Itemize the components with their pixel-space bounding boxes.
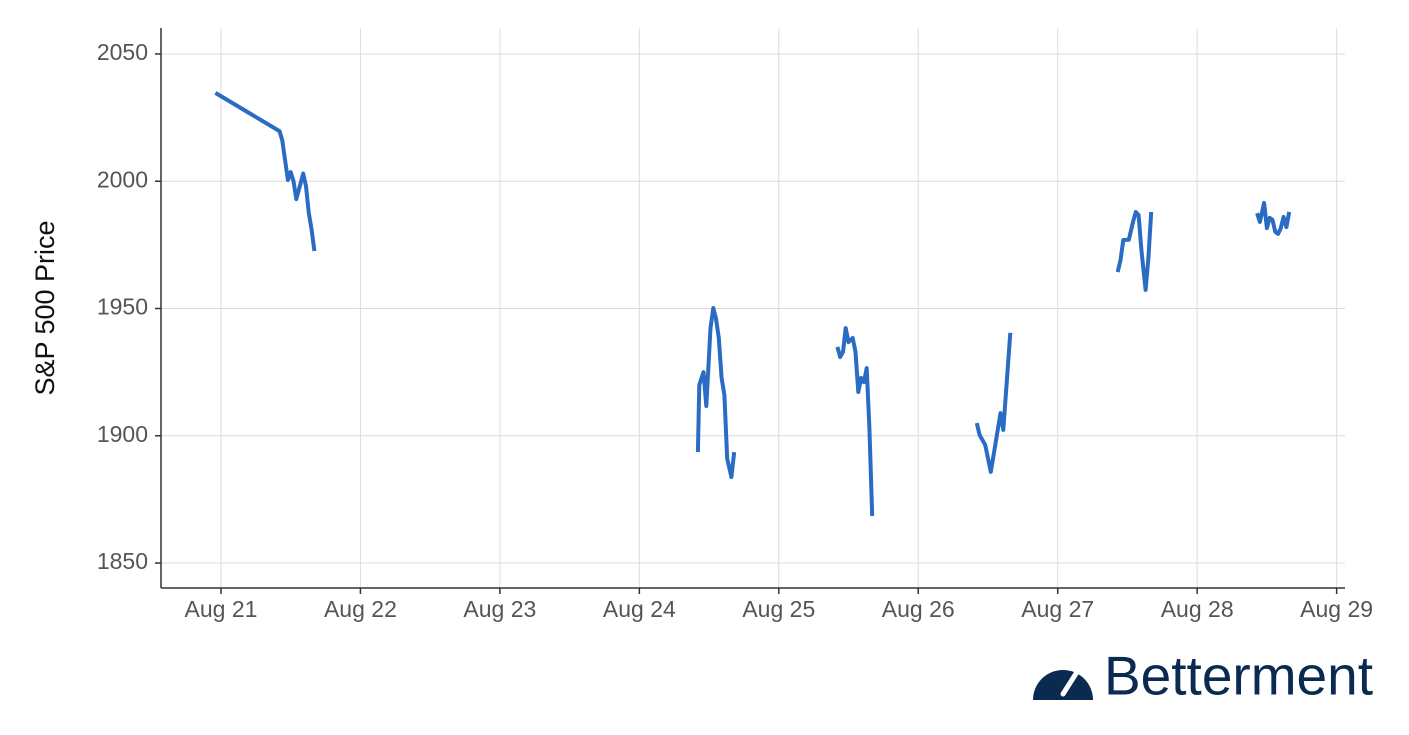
x-tick-label: Aug 21 <box>185 596 258 622</box>
x-tick-label: Aug 29 <box>1300 596 1373 622</box>
y-tick-label: 2000 <box>97 166 148 192</box>
x-tick-label: Aug 27 <box>1021 596 1094 622</box>
y-tick-label: 1900 <box>97 421 148 447</box>
x-tick-label: Aug 22 <box>324 596 397 622</box>
x-tick-label: Aug 25 <box>742 596 815 622</box>
x-tick-label: Aug 26 <box>882 596 955 622</box>
logo-icon <box>1033 670 1093 700</box>
y-tick-label: 1850 <box>97 548 148 574</box>
brand-name: Betterment <box>1104 645 1373 707</box>
logo: Betterment <box>1033 645 1373 707</box>
x-tick-label: Aug 28 <box>1161 596 1234 622</box>
price-line <box>214 91 1292 517</box>
y-tick-label: 2050 <box>97 39 148 65</box>
x-tick-label: Aug 23 <box>463 596 536 622</box>
logo-needle <box>1060 669 1080 697</box>
y-tick-label: 1950 <box>97 294 148 320</box>
y-axis-label: S&P 500 Price <box>30 220 60 395</box>
x-tick-label: Aug 24 <box>603 596 676 622</box>
